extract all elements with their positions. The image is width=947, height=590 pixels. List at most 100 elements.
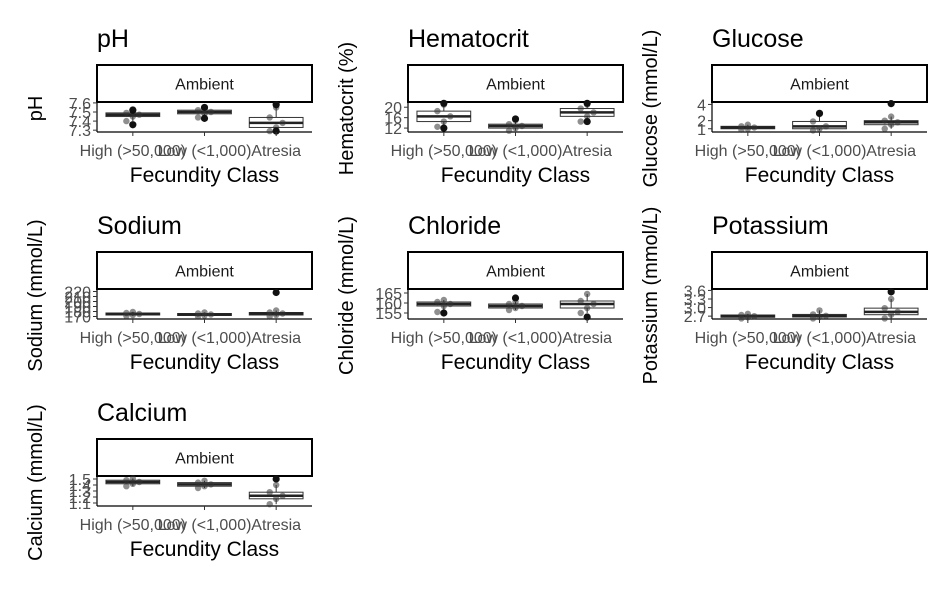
data-point bbox=[577, 297, 584, 305]
data-point bbox=[816, 125, 823, 132]
outlier-point bbox=[887, 288, 895, 296]
data-point bbox=[123, 117, 130, 125]
x-tick-label: High (>50,000) bbox=[80, 330, 186, 347]
data-point bbox=[129, 308, 137, 316]
y-tick-label: 160 bbox=[375, 296, 402, 313]
x-axis-title: Fecundity Class bbox=[441, 164, 590, 187]
x-axis-title: Fecundity Class bbox=[441, 351, 590, 374]
data-point bbox=[809, 118, 817, 125]
data-point bbox=[505, 120, 513, 128]
y-axis-title: Hematocrit (%) bbox=[336, 42, 358, 175]
data-point bbox=[809, 127, 817, 134]
y-tick-label: 12 bbox=[384, 121, 402, 138]
y-tick-label: 210 bbox=[64, 290, 91, 307]
x-axis-title: Fecundity Class bbox=[745, 351, 894, 374]
x-tick-label: Atresia bbox=[251, 143, 301, 160]
data-point bbox=[447, 300, 454, 308]
data-point bbox=[577, 118, 584, 125]
data-point bbox=[194, 114, 202, 121]
y-tick-label: 7.5 bbox=[69, 105, 91, 122]
outlier-point bbox=[511, 294, 520, 302]
data-point bbox=[887, 113, 895, 120]
facet-strip-label: Ambient bbox=[486, 77, 545, 94]
y-tick-label: 20 bbox=[384, 100, 402, 117]
x-tick-label: Atresia bbox=[251, 330, 301, 347]
data-point bbox=[744, 121, 752, 128]
panel-title: Hematocrit bbox=[408, 25, 529, 53]
data-point bbox=[136, 111, 143, 118]
data-point bbox=[266, 309, 273, 316]
data-point bbox=[822, 123, 830, 130]
data-point bbox=[434, 298, 441, 306]
data-point bbox=[440, 296, 448, 304]
y-tick-label: 3.3 bbox=[684, 292, 706, 309]
data-point bbox=[207, 311, 215, 318]
data-point bbox=[816, 313, 823, 321]
y-tick-label: 2 bbox=[697, 114, 706, 131]
y-tick-label: 220 bbox=[64, 285, 91, 302]
data-point bbox=[590, 300, 597, 308]
x-tick-label: High (>50,000) bbox=[391, 143, 497, 160]
data-point bbox=[279, 310, 286, 317]
panel-title: Glucose bbox=[712, 25, 804, 53]
outlier-point bbox=[583, 313, 591, 321]
facet-strip-label: Ambient bbox=[486, 264, 545, 281]
outlier-point bbox=[583, 117, 591, 126]
data-point bbox=[123, 309, 130, 317]
y-axis-title: Chloride (mmol/L) bbox=[336, 216, 358, 375]
y-axis-title: Calcium (mmol/L) bbox=[25, 404, 47, 561]
facet-strip bbox=[96, 251, 313, 290]
data-point bbox=[583, 290, 591, 298]
data-point bbox=[881, 117, 888, 124]
x-tick-label: High (>50,000) bbox=[695, 143, 801, 160]
data-point bbox=[279, 119, 286, 127]
outlier-point bbox=[815, 109, 824, 117]
data-point bbox=[123, 483, 130, 490]
y-tick-label: 1 bbox=[697, 122, 706, 139]
data-point bbox=[518, 302, 526, 310]
data-point bbox=[194, 479, 202, 486]
data-point bbox=[272, 481, 280, 489]
data-point bbox=[738, 311, 745, 319]
outlier-point bbox=[583, 99, 591, 107]
x-tick-label: High (>50,000) bbox=[391, 330, 497, 347]
data-point bbox=[207, 481, 215, 488]
data-point bbox=[505, 127, 513, 134]
panel-ph: pH Ambient 7.37.47.57.6 High (>50,000)Low (… bbox=[25, 25, 313, 187]
data-point bbox=[887, 295, 895, 303]
data-point bbox=[887, 121, 895, 128]
x-tick-label: Atresia bbox=[562, 143, 612, 160]
y-axis-title: pH bbox=[25, 96, 47, 122]
y-tick-label: 2.7 bbox=[684, 309, 706, 326]
panel-title: pH bbox=[97, 25, 129, 53]
data-point bbox=[590, 109, 597, 116]
x-axis-title: Fecundity Class bbox=[130, 164, 279, 187]
data-point bbox=[434, 107, 441, 115]
x-tick-label: Low (<1,000) bbox=[773, 143, 867, 160]
outlier-point bbox=[440, 99, 448, 107]
data-point bbox=[434, 123, 441, 130]
y-tick-label: 7.3 bbox=[69, 123, 91, 140]
facet-strip bbox=[407, 251, 624, 290]
data-point bbox=[512, 304, 519, 312]
y-tick-label: 1.1 bbox=[69, 496, 91, 513]
data-point bbox=[881, 304, 888, 312]
y-tick-label: 170 bbox=[64, 310, 91, 327]
x-tick-label: Atresia bbox=[866, 330, 916, 347]
data-point bbox=[194, 310, 202, 317]
y-tick-label: 165 bbox=[375, 286, 402, 303]
facet-strip-label: Ambient bbox=[790, 77, 849, 94]
panel-title: Chloride bbox=[408, 212, 501, 240]
data-point bbox=[266, 501, 273, 508]
data-point bbox=[136, 478, 143, 486]
panel-title: Sodium bbox=[97, 212, 182, 240]
facet-strip-label: Ambient bbox=[175, 264, 234, 281]
outlier-point bbox=[440, 309, 448, 317]
data-point bbox=[751, 312, 758, 320]
y-axis-title: Glucose (mmol/L) bbox=[640, 30, 662, 188]
x-tick-label: Atresia bbox=[562, 330, 612, 347]
data-point bbox=[894, 308, 901, 316]
data-point bbox=[129, 480, 137, 487]
data-point bbox=[512, 124, 519, 132]
